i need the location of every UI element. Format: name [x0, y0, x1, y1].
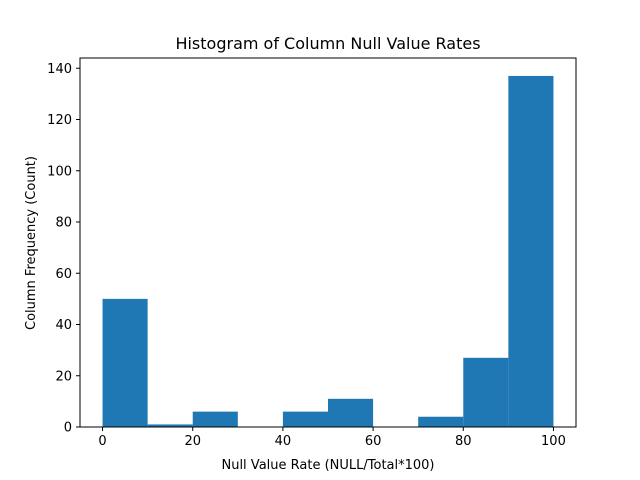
x-tick-label: 60	[365, 434, 382, 449]
x-axis-label: Null Value Rate (NULL/Total*100)	[221, 458, 434, 473]
histogram-bar-20-30	[192, 411, 238, 427]
y-tick-label: 40	[55, 318, 72, 333]
x-tick-label: 40	[275, 434, 292, 449]
x-tick-label: 0	[98, 434, 106, 449]
histogram-bar-0-10	[102, 298, 148, 427]
y-tick-label: 140	[47, 62, 72, 77]
y-tick-label: 20	[55, 369, 72, 384]
plot-frame	[79, 57, 577, 428]
histogram-bar-40-50	[282, 411, 328, 427]
x-tick-label: 100	[541, 434, 566, 449]
bars-layer	[102, 75, 554, 427]
y-tick-label: 0	[64, 421, 72, 436]
y-axis-label: Column Frequency (Count)	[24, 156, 39, 330]
y-tick-label: 80	[55, 216, 72, 231]
y-tick-label: 120	[47, 113, 72, 128]
x-tick-label: 20	[184, 434, 201, 449]
x-tick-label: 80	[455, 434, 472, 449]
y-tick-label: 60	[55, 267, 72, 282]
histogram-bar-80-90	[463, 357, 509, 427]
y-tick-label: 100	[47, 164, 72, 179]
histogram-bar-90-100	[508, 75, 554, 427]
axes-layer: 0 20 40 60 80 100 0 20 40 60 80 100 120 140	[47, 57, 577, 449]
histogram-bar-10-20	[147, 424, 193, 427]
histogram-bar-50-60	[328, 398, 374, 427]
chart-title: Histogram of Column Null Value Rates	[175, 34, 480, 53]
histogram-bar-70-80	[418, 416, 464, 427]
